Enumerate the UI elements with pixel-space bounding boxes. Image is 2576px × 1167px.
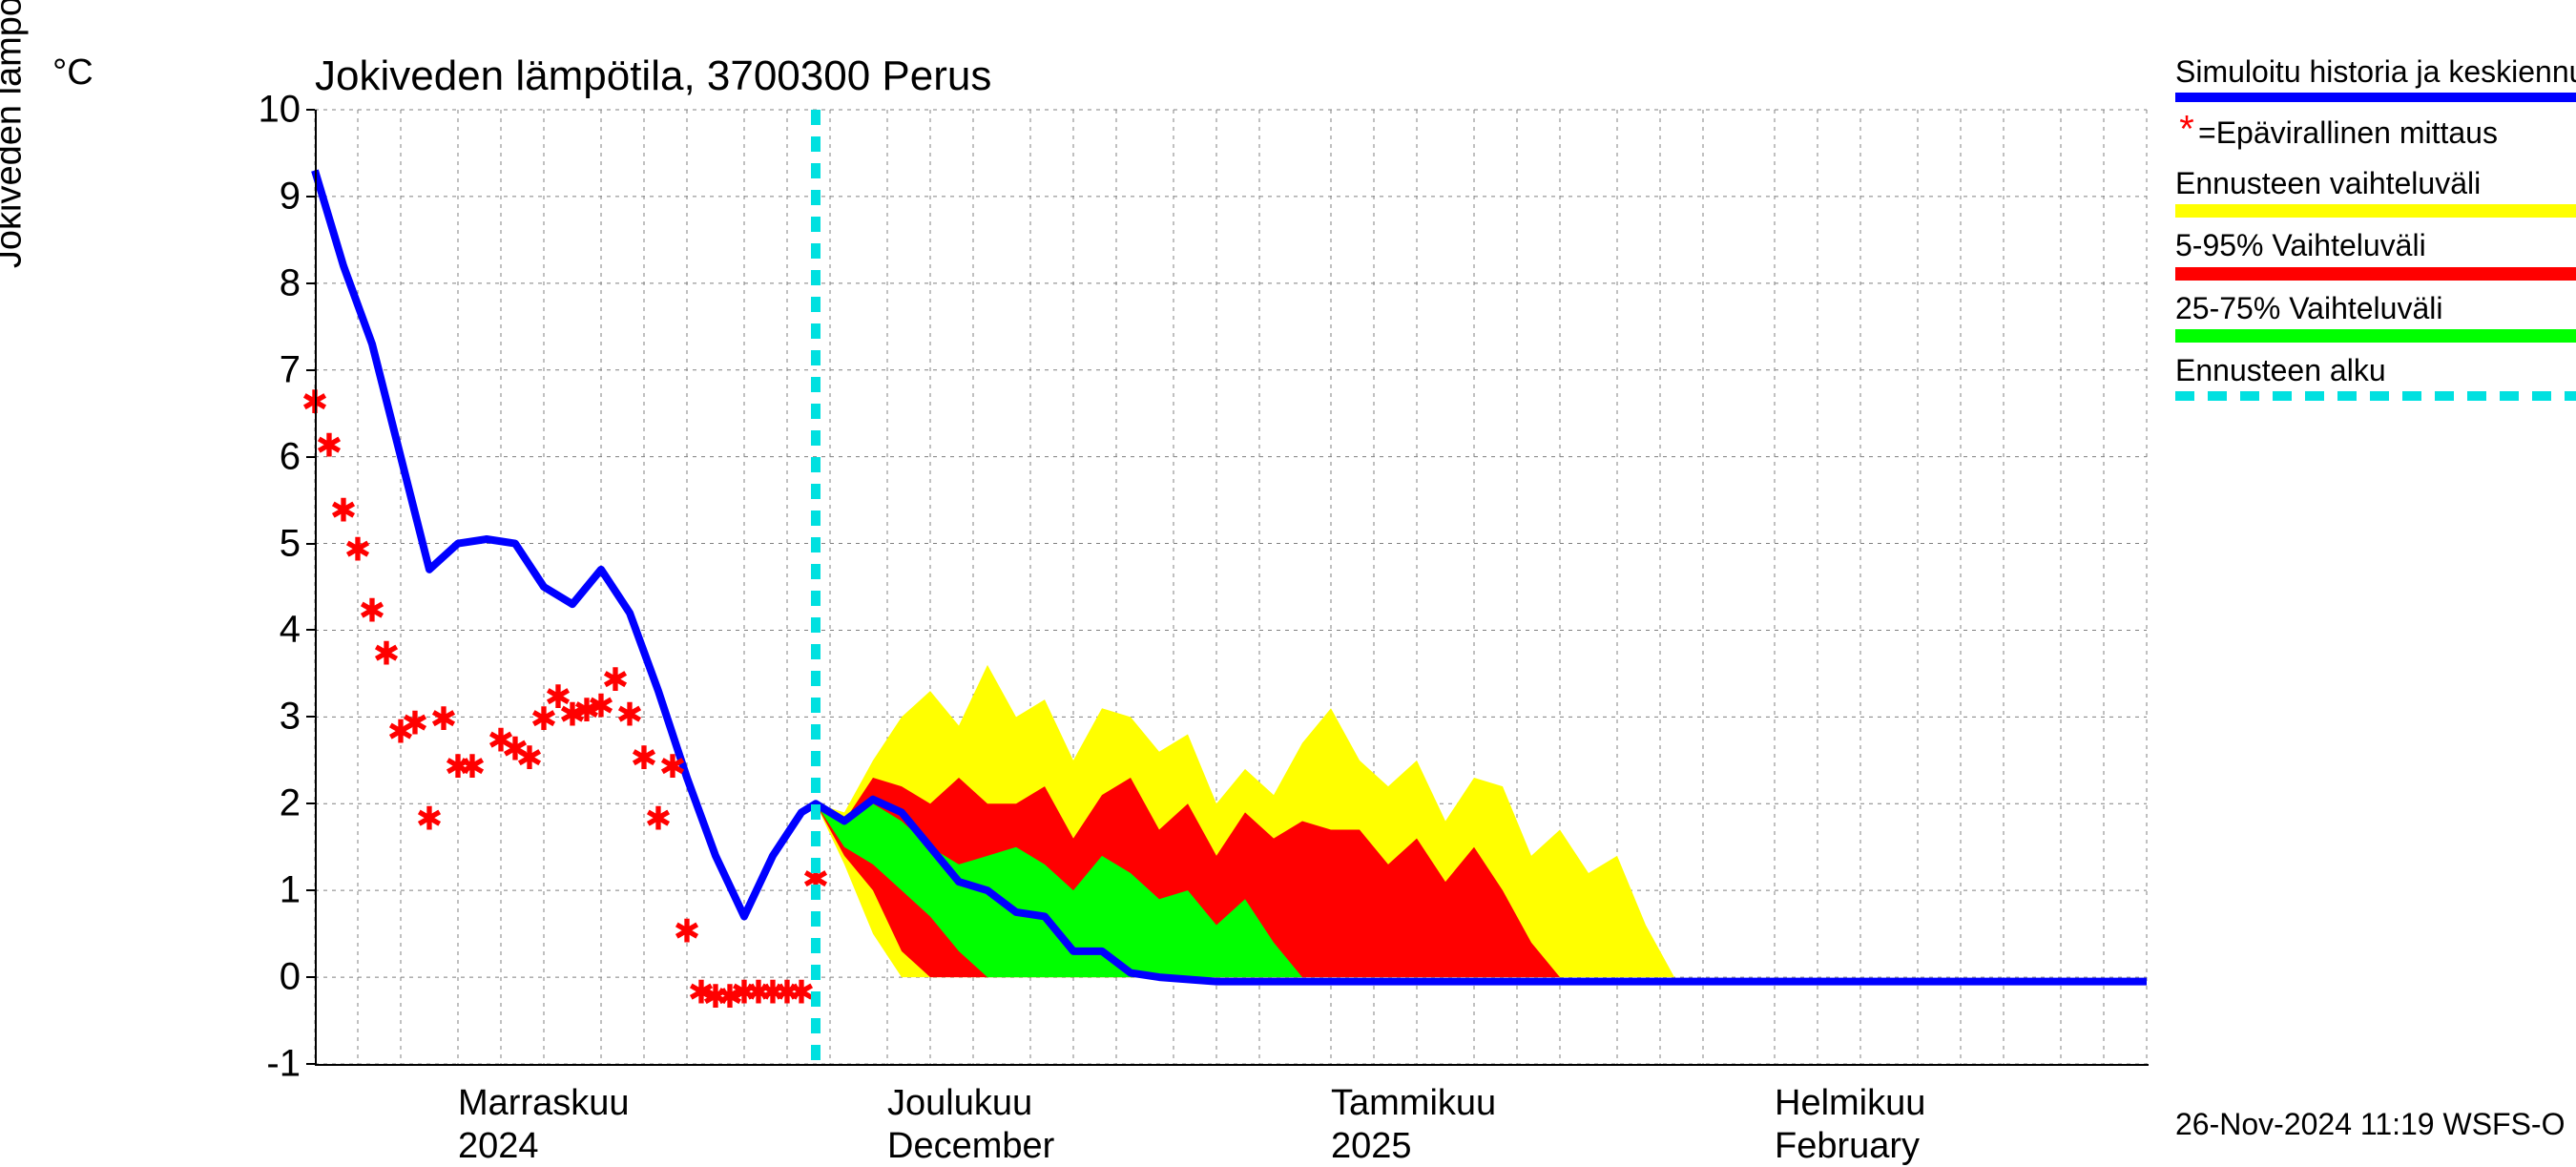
xtick-label: Helmikuu: [1775, 1083, 1925, 1124]
legend-forecast-range: Ennusteen vaihteluväli: [2175, 167, 2576, 200]
y-axis-unit: °C: [52, 52, 93, 94]
legend-swatch-yellow: [2175, 204, 2576, 218]
ytick-label: 9: [280, 175, 301, 218]
xtick-label: Tammikuu: [1331, 1083, 1496, 1124]
legend-swatch-red: [2175, 267, 2576, 281]
ytick-label: 8: [280, 261, 301, 304]
xtick-label: Joulukuu: [887, 1083, 1032, 1124]
timestamp: 26-Nov-2024 11:19 WSFS-O: [2175, 1107, 2565, 1142]
legend-obs-label: Epävirallinen mittaus: [2216, 115, 2498, 150]
star-icon: *: [2175, 113, 2198, 156]
xtick-sublabel: 2025: [1331, 1126, 1412, 1167]
legend-swatch-green: [2175, 329, 2576, 343]
legend-swatch-blue: [2175, 93, 2576, 102]
legend: Simuloitu historia ja keskiennuste **==E…: [2175, 55, 2576, 412]
plot-border: [315, 110, 2149, 1066]
ytick-label: 3: [280, 696, 301, 739]
ytick-label: 0: [280, 956, 301, 999]
ytick-label: 1: [280, 869, 301, 912]
xtick-sublabel: February: [1775, 1126, 1920, 1167]
ytick-label: 10: [259, 89, 301, 132]
legend-25-75: 25-75% Vaihteluväli: [2175, 292, 2576, 325]
chart-container: °C Jokiveden lämpötila / Water temperatu…: [0, 0, 2576, 1145]
chart-title: Jokiveden lämpötila, 3700300 Perus: [315, 52, 991, 100]
xtick-sublabel: 2024: [458, 1126, 539, 1167]
y-axis-label: Jokiveden lämpötila / Water temperature: [0, 0, 31, 268]
ytick-label: 4: [280, 609, 301, 652]
ytick-label: 2: [280, 782, 301, 825]
xtick-sublabel: December: [887, 1126, 1054, 1167]
legend-5-95: 5-95% Vaihteluväli: [2175, 229, 2576, 262]
legend-forecast-start: Ennusteen alku: [2175, 354, 2576, 387]
legend-obs: **==Epävirallinen mittaus: [2175, 114, 2576, 156]
ytick-label: 7: [280, 348, 301, 391]
ytick-label: 5: [280, 522, 301, 565]
xtick-label: Marraskuu: [458, 1083, 630, 1124]
legend-sim-history: Simuloitu historia ja keskiennuste: [2175, 55, 2576, 89]
ytick-label: -1: [266, 1043, 301, 1086]
legend-swatch-cyan: [2175, 391, 2576, 401]
ytick-label: 6: [280, 435, 301, 478]
